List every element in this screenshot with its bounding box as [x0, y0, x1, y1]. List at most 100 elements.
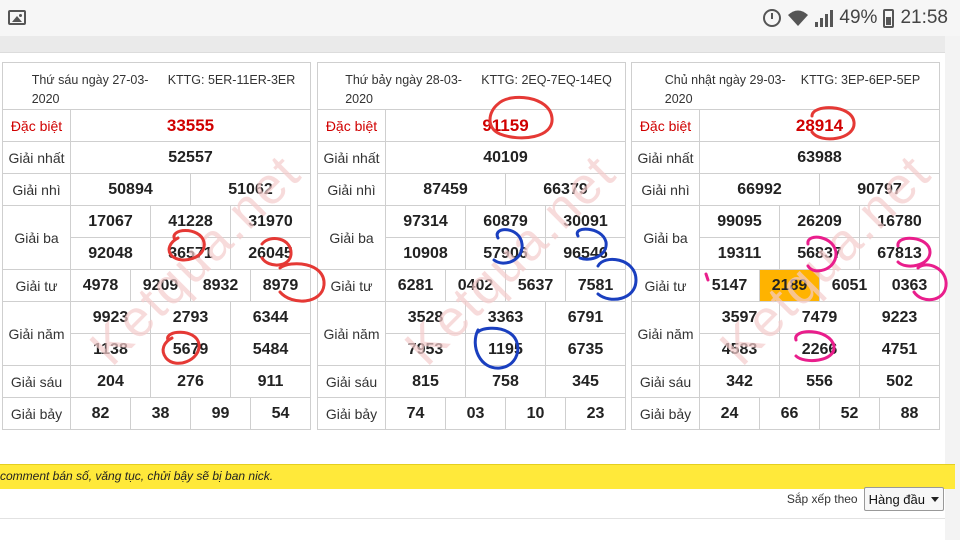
label-fourth: Giải tư	[317, 269, 386, 302]
label-special: Đặc biệt	[317, 109, 386, 142]
label-first: Giải nhất	[631, 141, 700, 174]
fifth-prize: 3363	[465, 301, 546, 334]
second-prize: 66992	[699, 173, 820, 206]
label-fifth: Giải năm	[2, 301, 71, 366]
fourth-prize: 6281	[385, 269, 446, 302]
third-prize: 56837	[779, 237, 860, 270]
sixth-prize: 556	[779, 365, 860, 398]
fifth-prize: 3528	[385, 301, 466, 334]
wifi-icon	[788, 10, 809, 26]
label-second: Giải nhì	[2, 173, 71, 206]
fifth-prize: 4583	[699, 333, 780, 366]
second-prize: 90797	[819, 173, 940, 206]
seventh-prize: 38	[130, 397, 191, 430]
fifth-prize: 7479	[779, 301, 860, 334]
fifth-prize: 5484	[230, 333, 311, 366]
fifth-prize: 6791	[545, 301, 626, 334]
fourth-prize: 9209	[130, 269, 191, 302]
sort-select[interactable]: Hàng đầu	[863, 487, 944, 511]
second-prize: 51062	[190, 173, 311, 206]
table-header: Thứ sáu ngày 27-03-2020 KTTG: 5ER-11ER-3E…	[2, 62, 311, 110]
second-prize: 50894	[70, 173, 191, 206]
label-first: Giải nhất	[317, 141, 386, 174]
label-special: Đặc biệt	[631, 109, 700, 142]
battery-percent: 49%	[839, 7, 878, 28]
label-third: Giải ba	[631, 205, 700, 270]
fifth-prize: 1138	[70, 333, 151, 366]
first-prize: 40109	[385, 141, 626, 174]
table-header: Chủ nhật ngày 29-03-2020 KTTG: 3EP-6EP-5E…	[631, 62, 940, 110]
third-prize: 30091	[545, 205, 626, 238]
alarm-icon	[763, 9, 782, 27]
fourth-prize: 0402	[445, 269, 506, 302]
fifth-prize: 6344	[230, 301, 311, 334]
fourth-prize: 5637	[505, 269, 566, 302]
third-prize: 26209	[779, 205, 860, 238]
sixth-prize: 911	[230, 365, 311, 398]
seventh-prize: 24	[699, 397, 760, 430]
seventh-prize: 82	[70, 397, 131, 430]
fifth-prize: 5679	[150, 333, 231, 366]
third-prize: 96546	[545, 237, 626, 270]
second-prize: 66379	[505, 173, 626, 206]
sort-label: Sắp xếp theo	[786, 492, 858, 506]
label-fourth: Giải tư	[2, 269, 71, 302]
fifth-prize: 9223	[859, 301, 940, 334]
battery-icon	[883, 8, 895, 28]
third-prize: 16780	[859, 205, 940, 238]
label-sixth: Giải sáu	[631, 365, 700, 398]
fifth-prize: 4751	[859, 333, 940, 366]
results-table: Thứ bảy ngày 28-03-2020 KTTG: 2EQ-7EQ-14E…	[317, 62, 626, 430]
fifth-prize: 6735	[545, 333, 626, 366]
special-prize: 33555	[70, 109, 311, 142]
fifth-prize: 2266	[779, 333, 860, 366]
label-sixth: Giải sáu	[317, 365, 386, 398]
draw-code: KTTG: 2EQ-7EQ-14EQ	[481, 73, 612, 87]
fifth-prize: 7953	[385, 333, 466, 366]
label-fifth: Giải năm	[317, 301, 386, 366]
label-seventh: Giải bảy	[2, 397, 71, 430]
third-prize: 92048	[70, 237, 151, 270]
scrollbar-track[interactable]	[945, 36, 960, 540]
draw-date: Thứ sáu ngày 27-03-2020	[31, 73, 149, 106]
status-icons: 49% 21:58	[763, 6, 948, 30]
fourth-prize: 8979	[250, 269, 311, 302]
label-special: Đặc biệt	[2, 109, 71, 142]
page-top-strip	[0, 36, 945, 52]
seventh-prize: 88	[879, 397, 940, 430]
notice-bar: comment bán số, văng tục, chửi bậy sẽ bị…	[0, 464, 955, 489]
label-first: Giải nhất	[2, 141, 71, 174]
results-table: Thứ sáu ngày 27-03-2020 KTTG: 5ER-11ER-3E…	[2, 62, 311, 430]
fourth-prize: 8932	[190, 269, 251, 302]
divider	[0, 52, 945, 53]
seventh-prize: 10	[505, 397, 566, 430]
label-sixth: Giải sáu	[2, 365, 71, 398]
first-prize: 52557	[70, 141, 311, 174]
clock: 21:58	[900, 7, 948, 28]
third-prize: 97314	[385, 205, 466, 238]
results-table: Chủ nhật ngày 29-03-2020 KTTG: 3EP-6EP-5E…	[631, 62, 940, 430]
sixth-prize: 345	[545, 365, 626, 398]
fifth-prize: 3597	[699, 301, 780, 334]
third-prize: 17067	[70, 205, 151, 238]
third-prize: 67813	[859, 237, 940, 270]
sixth-prize: 758	[465, 365, 546, 398]
second-prize: 87459	[385, 173, 506, 206]
fifth-prize: 2793	[150, 301, 231, 334]
label-second: Giải nhì	[631, 173, 700, 206]
third-prize: 57906	[465, 237, 546, 270]
third-prize: 31970	[230, 205, 311, 238]
seventh-prize: 52	[819, 397, 880, 430]
sixth-prize: 502	[859, 365, 940, 398]
third-prize: 19311	[699, 237, 780, 270]
status-bar: 49% 21:58	[0, 0, 960, 36]
fourth-prize: 5147	[699, 269, 760, 302]
fourth-prize: 2189	[759, 269, 820, 302]
sixth-prize: 342	[699, 365, 780, 398]
draw-date: Thứ bảy ngày 28-03-2020	[345, 73, 462, 106]
third-prize: 26045	[230, 237, 311, 270]
notice-text: comment bán số, văng tục, chửi bậy sẽ bị…	[0, 469, 274, 483]
seventh-prize: 54	[250, 397, 311, 430]
special-prize: 28914	[699, 109, 940, 142]
label-seventh: Giải bảy	[317, 397, 386, 430]
